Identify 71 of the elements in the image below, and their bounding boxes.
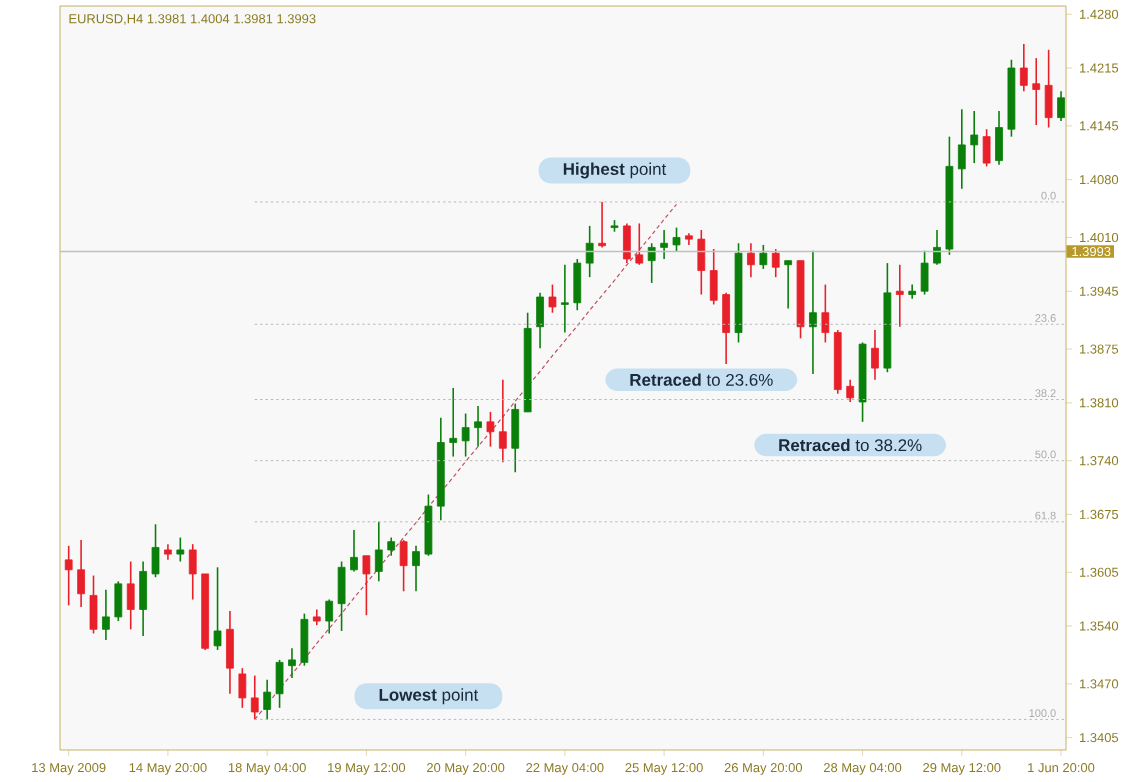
- candlestick: [399, 539, 408, 593]
- candlestick: [1057, 90, 1065, 122]
- candlestick: [412, 545, 420, 593]
- candlestick: [325, 599, 334, 635]
- candlestick: [536, 292, 544, 350]
- candlestick: [560, 264, 569, 334]
- candlestick: [188, 543, 197, 601]
- candlestick: [809, 250, 817, 375]
- candlestick: [722, 292, 730, 366]
- candlestick: [474, 405, 482, 448]
- candlestick: [350, 529, 358, 573]
- candlestick: [89, 575, 98, 635]
- candlestick: [374, 521, 383, 583]
- candlestick: [548, 284, 557, 314]
- candlestick: [573, 258, 582, 312]
- candlestick: [846, 379, 855, 404]
- candlestick: [461, 413, 470, 458]
- candlestick: [275, 659, 284, 709]
- annotation: Highest point: [563, 162, 667, 179]
- candlestick: [747, 242, 755, 279]
- candlestick: [784, 260, 793, 310]
- candlestick: [139, 561, 147, 637]
- candlestick: [933, 229, 941, 266]
- candlestick: [709, 248, 718, 306]
- candlestick: [635, 222, 644, 266]
- candlestick: [1032, 57, 1041, 127]
- annotation: Lowest point: [379, 688, 479, 705]
- candlestick: [288, 647, 296, 680]
- candlestick: [697, 229, 706, 296]
- candlestick: [238, 667, 247, 709]
- candlestick: [250, 675, 259, 721]
- candlestick: [623, 222, 631, 265]
- candlestick: [871, 329, 879, 381]
- candlestick: [337, 561, 346, 633]
- candlestick: [424, 494, 433, 557]
- candlestick: [362, 555, 371, 617]
- candlestick: [647, 242, 656, 285]
- candlestick: [895, 264, 904, 328]
- candlestick: [486, 411, 495, 448]
- candlestick: [995, 110, 1003, 166]
- candlestick: [387, 537, 396, 557]
- candlestick: [1019, 43, 1028, 93]
- annotation: Retraced to 23.6%: [630, 373, 773, 387]
- candlestick: [498, 379, 507, 464]
- annotation: Retraced to 38.2%: [779, 439, 922, 452]
- candlestick: [821, 284, 830, 344]
- candlestick: [226, 610, 234, 695]
- candlestick: [511, 403, 520, 474]
- candlestick: [176, 537, 185, 563]
- candlestick: [598, 201, 606, 249]
- candlestick: [982, 128, 991, 168]
- candlestick: [263, 679, 272, 721]
- candlestick: [1044, 49, 1053, 129]
- candlestick: [77, 539, 85, 609]
- candlestick: [151, 523, 160, 579]
- candlestick: [126, 561, 135, 631]
- candlestick: [585, 225, 594, 279]
- candlestick: [64, 545, 73, 607]
- candlestick: [102, 589, 110, 642]
- candlestick: [213, 566, 222, 652]
- candlestick: [771, 248, 780, 279]
- candlestick: [920, 250, 929, 296]
- candlestick: [957, 108, 966, 190]
- candlestick: [672, 227, 681, 253]
- candlestick: [970, 110, 979, 165]
- candlestick: [660, 229, 668, 261]
- candlestick: [759, 244, 768, 270]
- candlestick: [908, 284, 917, 300]
- candlestick: [300, 613, 309, 667]
- candlestick: [114, 580, 123, 623]
- candlestick: [449, 387, 458, 458]
